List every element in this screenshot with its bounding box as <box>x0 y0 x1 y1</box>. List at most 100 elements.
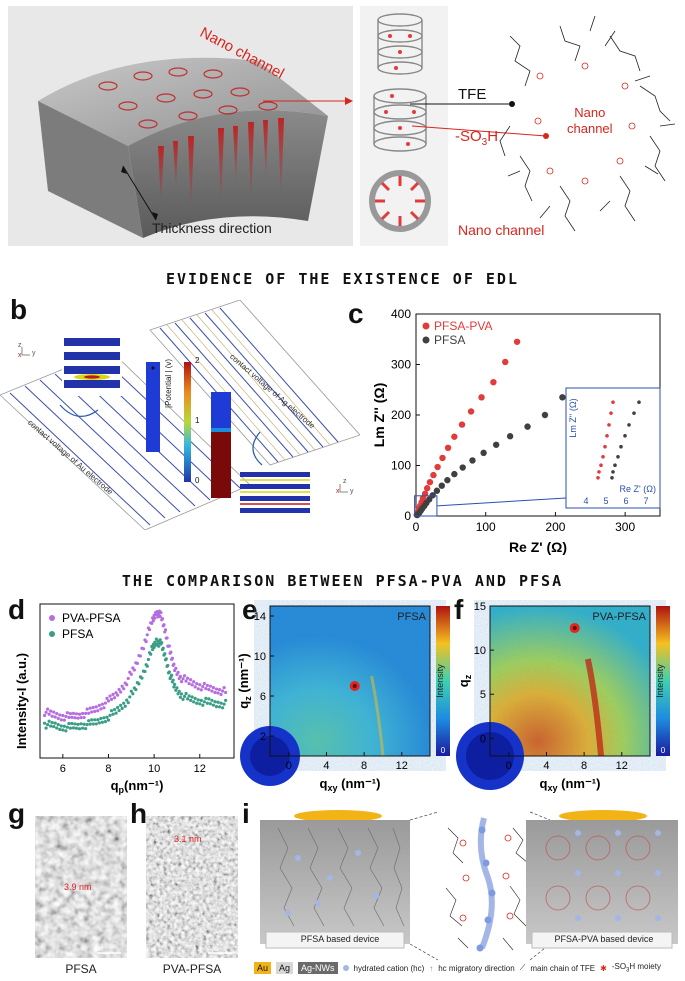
chart-c-inset-xtick: 4 <box>583 496 588 506</box>
chart-d-point-pfsa <box>58 727 62 732</box>
chart-c-inset-point-pfsa-pva <box>609 411 613 415</box>
chart-c-point-pfsa <box>492 441 500 448</box>
chart-d-point-pfsa <box>184 691 188 696</box>
so3h-label-main: -SO <box>455 128 482 145</box>
chart-f-xtick-label: 0 <box>506 760 512 772</box>
chart-d-point-pva-pfsa <box>222 685 226 690</box>
chart-d-point-pfsa <box>71 726 76 730</box>
panel-a-membrane-illustration <box>8 6 353 246</box>
chart-e-ylabel: qz (nm⁻¹) <box>236 653 253 708</box>
chart-d-point-pfsa <box>216 700 220 704</box>
legend-au: Au <box>254 962 272 974</box>
chart-d-point-pva-pfsa <box>202 681 206 686</box>
panel-label-f: f <box>454 594 464 625</box>
chart-f-xtick-label: 8 <box>581 760 587 772</box>
chart-d-point-pva-pfsa <box>61 713 65 718</box>
chart-d-point-pfsa <box>204 696 208 700</box>
chart-d-point-pfsa <box>157 644 161 648</box>
chart-c-point-pfsa-pva <box>451 433 458 440</box>
panel-g-caption: PFSA <box>65 962 97 976</box>
chart-d-point-pva-pfsa <box>67 715 71 719</box>
legend-ag: Ag <box>276 962 294 974</box>
panel-g-size-label: 3.9 nm <box>64 882 92 892</box>
chart-c-inset-ylabel: Lm Z'' (Ω) <box>568 398 578 437</box>
chart-d-point-pva-pfsa <box>122 687 126 691</box>
chart-d-saxs: 6 8 10 12 qp(nm⁻¹) Intensity-I (a.u.) PVA-PFSA… <box>14 603 235 795</box>
chart-c-inset-point-pfsa-pva <box>597 470 601 474</box>
chart-d-point-pfsa <box>220 706 225 710</box>
chart-d-point-pfsa <box>129 689 133 693</box>
chart-d-point-pva-pfsa <box>44 710 48 714</box>
panel-h-size-label: 3.1 nm <box>174 834 202 844</box>
axis-y-label-right: y <box>350 488 354 495</box>
panel-b-simulation <box>0 300 360 530</box>
chart-c-point-pfsa-pva <box>513 338 521 345</box>
chart-d-point-pfsa <box>100 720 104 724</box>
chart-e-ytick-label: 14 <box>254 611 266 623</box>
panel-i-legend: Au Ag Ag-NWs hydrated cation (hc) ↑ hc m… <box>254 962 661 974</box>
chart-d-point-pfsa <box>219 701 223 705</box>
chart-c-inset-xlabel: Re Z' (Ω) <box>620 484 656 494</box>
chart-d-point-pfsa <box>68 726 73 730</box>
left-device-label: PFSA based device <box>300 934 380 944</box>
panel-h-scalebar-label: 10 nm <box>212 944 229 950</box>
section-title-comparison: THE COMPARISON BETWEEN PFSA-PVA AND PFSA <box>121 572 564 590</box>
chart-c-ytick-label: 100 <box>391 459 411 473</box>
chart-e-title: PFSA <box>397 611 426 623</box>
chart-e-frame <box>269 605 431 757</box>
chart-d-point-pfsa <box>185 697 190 701</box>
chart-c-point-pfsa-pva <box>430 471 437 479</box>
chart-d-point-pfsa <box>79 722 83 726</box>
nano-channel-right-line2: channel <box>567 121 613 136</box>
so3h-label-sub: 3 <box>481 137 488 148</box>
chart-d-point-pva-pfsa <box>74 712 79 716</box>
chart-d-point-pva-pfsa <box>50 714 54 718</box>
so3h-moiety-icon: ✱ <box>600 963 607 973</box>
chart-f-ytick-label: 5 <box>480 689 486 701</box>
chart-d-point-pfsa <box>59 724 63 728</box>
chart-f-xtick-label: 4 <box>543 760 549 772</box>
legend-tfe-chain: main chain of TFE <box>530 963 596 973</box>
panel-label-c: c <box>348 298 364 329</box>
chart-d-point-pfsa <box>114 711 118 715</box>
chart-d-point-pfsa <box>224 698 228 703</box>
chart-d-point-pfsa <box>161 646 165 650</box>
chart-c-legend-label: PFSA-PVA <box>434 319 492 333</box>
chart-d-point-pfsa <box>96 718 100 722</box>
chart-d-point-pva-pfsa <box>167 644 171 648</box>
chart-d-point-pva-pfsa <box>174 666 178 670</box>
potential-tick-0: 0 <box>195 476 200 485</box>
legend-so3h-main: -SO <box>611 962 627 972</box>
chart-d-point-pva-pfsa <box>189 678 193 682</box>
chart-d-point-pfsa <box>160 641 164 645</box>
chart-d-point-pfsa <box>210 698 214 702</box>
chart-d-point-pfsa <box>208 702 213 706</box>
chart-d-point-pva-pfsa <box>163 628 168 632</box>
chart-c-ytick-label: 400 <box>391 307 411 321</box>
chart-d-point-pva-pfsa <box>100 702 104 706</box>
chart-d-point-pva-pfsa <box>87 711 91 715</box>
hc-direction-icon: ↑ <box>429 963 434 973</box>
chart-d-point-pva-pfsa <box>56 716 60 721</box>
panel-g-scalebar-label: 10 nm <box>101 944 118 950</box>
chart-d-point-pva-pfsa <box>179 680 184 684</box>
chart-d-point-pfsa <box>64 729 68 733</box>
potential-tick-1: 1 <box>195 416 200 425</box>
chart-c-ylabel: Lm Z'' (Ω) <box>371 383 387 448</box>
chart-d-point-pva-pfsa <box>170 656 174 660</box>
chart-d-point-pva-pfsa <box>52 710 56 714</box>
panel-label-e: e <box>242 594 258 625</box>
chart-c-point-pfsa-pva <box>478 394 485 401</box>
panel-g-tem-image <box>35 816 127 958</box>
chart-d-xtick-label: 10 <box>148 763 160 775</box>
chart-d-point-pva-pfsa <box>82 715 86 720</box>
panel-label-g: g <box>8 798 26 829</box>
chart-d-point-pva-pfsa <box>42 713 47 718</box>
chart-c-xtick-label: 200 <box>545 520 565 534</box>
chart-d-point-pva-pfsa <box>147 627 152 632</box>
chart-f-frame <box>489 605 651 757</box>
chart-d-point-pfsa <box>174 688 178 692</box>
chart-d-point-pva-pfsa <box>112 696 117 700</box>
chart-d-point-pva-pfsa <box>193 685 197 689</box>
chart-d-point-pva-pfsa <box>219 692 223 697</box>
